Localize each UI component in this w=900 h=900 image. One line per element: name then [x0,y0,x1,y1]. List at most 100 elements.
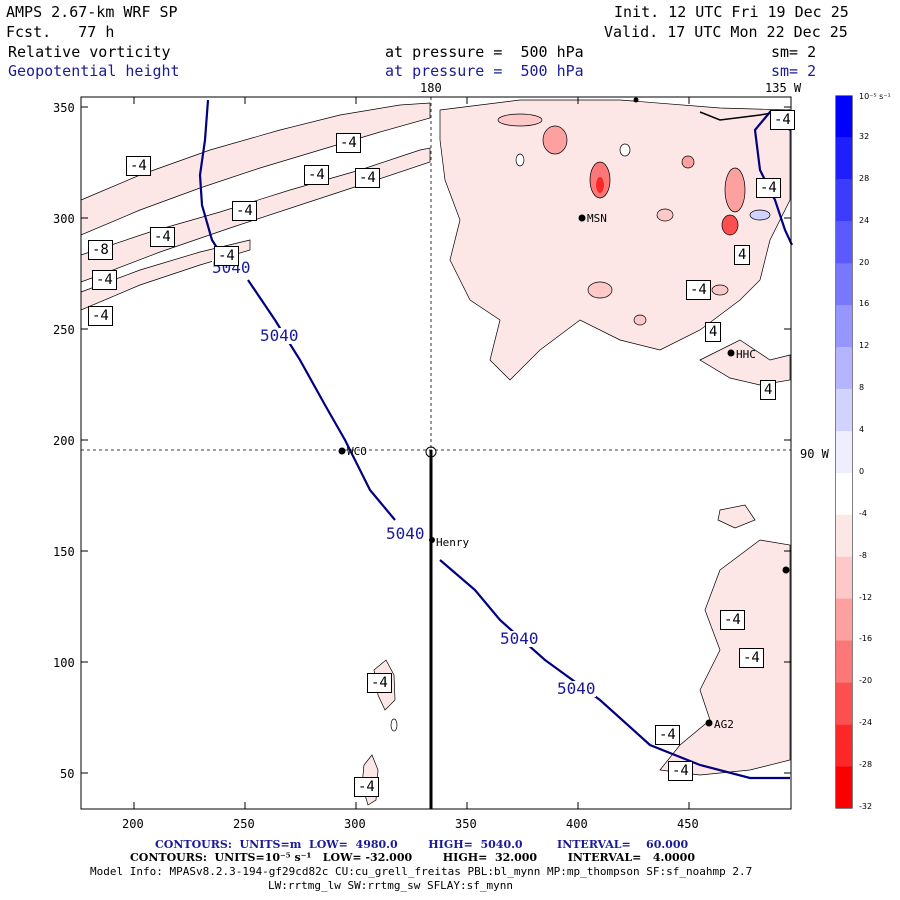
colorbar [835,95,853,809]
lon-label-180: 180 [420,81,442,95]
y-axis-ticks [81,106,791,774]
y-tick-150: 150 [53,545,75,559]
vorticity-label: -4 [756,178,781,198]
y-tick-100: 100 [53,656,75,670]
negative-vorticity-region-lower [659,504,791,776]
south-pole-marker [425,446,437,458]
lon-label-135w: 135 W [765,81,802,95]
field-vorticity: Relative vorticity [8,43,171,61]
colorbar-tick-label: 16 [859,299,870,309]
station-markers [338,97,790,727]
colorbar-cell [836,137,852,180]
vorticity-label: -4 [354,777,379,797]
station-dot-hhc [727,349,735,357]
station-dot-msn [578,214,586,222]
y-tick-300: 300 [53,212,75,226]
colorbar-tick-label: 0 [859,466,865,476]
colorbar-cell [836,179,852,222]
colorbar-tick-label: 4 [859,425,865,435]
colorbar-cell [836,389,852,432]
x-tick-400: 400 [566,817,588,831]
y-tick-200: 200 [53,434,75,448]
plot-frame [80,96,792,810]
station-dot-henry [429,537,435,543]
model-title: AMPS 2.67-km WRF SP [6,3,178,21]
pressure-level-2: at pressure = 500 hPa [385,62,584,80]
vorticity-label: -4 [770,110,795,130]
vorticity-label: -8 [88,240,113,260]
colorbar-cell [836,347,852,390]
geopotential-contour-5040 [198,99,793,780]
negative-vorticity-region-right [439,99,791,386]
pressure-level-1: at pressure = 500 hPa [385,43,584,61]
lon-label-90w: 90 W [800,447,829,461]
vorticity-label: -4 [739,648,764,668]
x-tick-200: 200 [122,817,144,831]
colorbar-tick-label: 20 [859,257,870,267]
vorticity-label: -4 [232,201,257,221]
contour-info-height: CONTOURS: UNITS=m LOW= 4980.0 HIGH= 5040… [155,838,689,851]
vorticity-label: -4 [367,673,392,693]
vorticity-label: -4 [304,165,329,185]
station-label-henry: Henry [436,536,470,549]
vorticity-label: -4 [336,133,361,153]
strong-vorticity-cells [497,113,771,326]
height-label-2: 5040 [260,326,299,345]
height-label-3: 5040 [386,524,425,543]
colorbar-cell [836,724,852,767]
colorbar-cell [836,263,852,306]
height-label-4: 5040 [500,629,539,648]
colorbar-cell [836,766,852,808]
vorticity-label: -4 [668,761,693,781]
x-tick-300: 300 [344,817,366,831]
y-tick-50: 50 [60,767,75,781]
valid-time: Valid. 17 UTC Mon 22 Dec 25 [604,23,848,41]
colorbar-cell [836,682,852,725]
vorticity-label: -4 [150,227,175,247]
vorticity-label: -4 [686,280,711,300]
vorticity-label: -4 [214,246,239,266]
x-tick-350: 350 [455,817,477,831]
vorticity-label: -4 [126,156,151,176]
model-info: Model Info: MPASv8.2.3-194-gf29cd82c CU:… [90,865,753,878]
model-info-physics: LW:rrtmg_lw SW:rrtmg_sw SFLAY:sf_mynn [268,879,514,892]
colorbar-unit: 10⁻⁵ s⁻¹ [859,92,891,101]
y-tick-250: 250 [53,323,75,337]
colorbar-cell [836,598,852,641]
colorbar-cell [836,514,852,557]
station-dot-top [633,97,639,103]
colorbar-tick-label: -16 [859,634,873,644]
field-geopotential: Geopotential height [8,62,180,80]
colorbar-cell [836,640,852,683]
vorticity-label: 4 [760,380,777,400]
colorbar-tick-label: -4 [859,508,867,518]
smoothing-2: sm= 2 [771,62,817,80]
colorbar-tick-label: 32 [859,131,870,141]
station-dot-ag2 [705,719,713,727]
vorticity-label: 4 [705,322,722,342]
colorbar-cell [836,472,852,515]
forecast-hour: Fcst. 77 h [6,23,115,41]
station-label-ag2: AG2 [714,718,734,731]
colorbar-cell [836,305,852,348]
colorbar-cell [836,431,852,473]
vorticity-label: -4 [88,306,113,326]
station-label-msn: MSN [587,212,607,225]
colorbar-cell [836,96,852,138]
y-tick-350: 350 [53,101,75,115]
colorbar-tick-label: -24 [859,718,873,728]
colorbar-tick-label: -20 [859,676,873,686]
colorbar-tick-label: -8 [859,550,867,560]
station-label-wco: WCO [347,445,367,458]
colorbar-tick-label: 8 [859,383,865,393]
colorbar-cell [836,556,852,599]
vorticity-label: -4 [655,725,680,745]
colorbar-tick-label: 24 [859,215,870,225]
colorbar-cell [836,221,852,264]
x-axis-ticks [133,97,690,809]
vorticity-label: -4 [355,168,380,188]
station-dot-edge [782,566,790,574]
station-dot-wco [338,447,346,455]
contour-info-vorticity: CONTOURS: UNITS=10⁻⁵ s⁻¹ LOW= -32.000 HI… [130,851,695,864]
